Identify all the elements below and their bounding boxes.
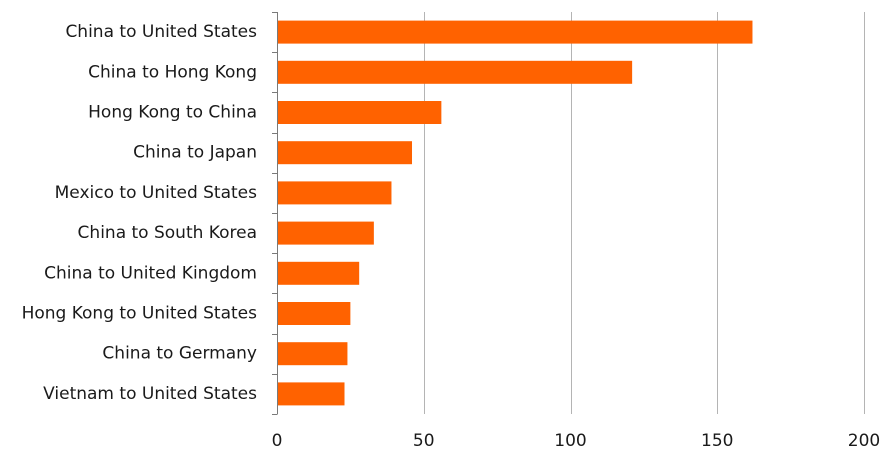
x-axis-ticks: 0 50 100 150 200 xyxy=(272,431,881,451)
x-tick-label: 100 xyxy=(554,431,586,451)
x-tick-label: 150 xyxy=(701,431,733,451)
y-axis: China to United States China to Hong Kong… xyxy=(22,12,278,415)
category-label: China to United States xyxy=(65,22,257,42)
x-tick-label: 0 xyxy=(272,431,283,451)
category-label: China to United Kingdom xyxy=(44,263,257,283)
x-tick-label: 50 xyxy=(413,431,435,451)
bar-7 xyxy=(278,302,351,325)
category-label: Vietnam to United States xyxy=(43,384,257,404)
category-label: China to Hong Kong xyxy=(88,62,257,82)
x-tick-label: 200 xyxy=(848,431,880,451)
bar-4 xyxy=(278,181,392,205)
category-label: China to South Korea xyxy=(78,223,257,243)
bar-1 xyxy=(278,60,633,84)
category-label: China to Germany xyxy=(102,344,257,364)
category-label: Hong Kong to China xyxy=(88,103,257,123)
bar-5 xyxy=(278,221,374,245)
category-label: Hong Kong to United States xyxy=(22,304,258,324)
bar-9 xyxy=(278,382,345,406)
bar-8 xyxy=(278,342,348,366)
bars xyxy=(278,20,753,406)
category-label: China to Japan xyxy=(133,143,257,163)
bar-0 xyxy=(278,20,753,44)
bar-3 xyxy=(278,141,413,165)
bar-6 xyxy=(278,261,360,285)
bar-2 xyxy=(278,101,442,124)
category-label: Mexico to United States xyxy=(55,183,257,203)
